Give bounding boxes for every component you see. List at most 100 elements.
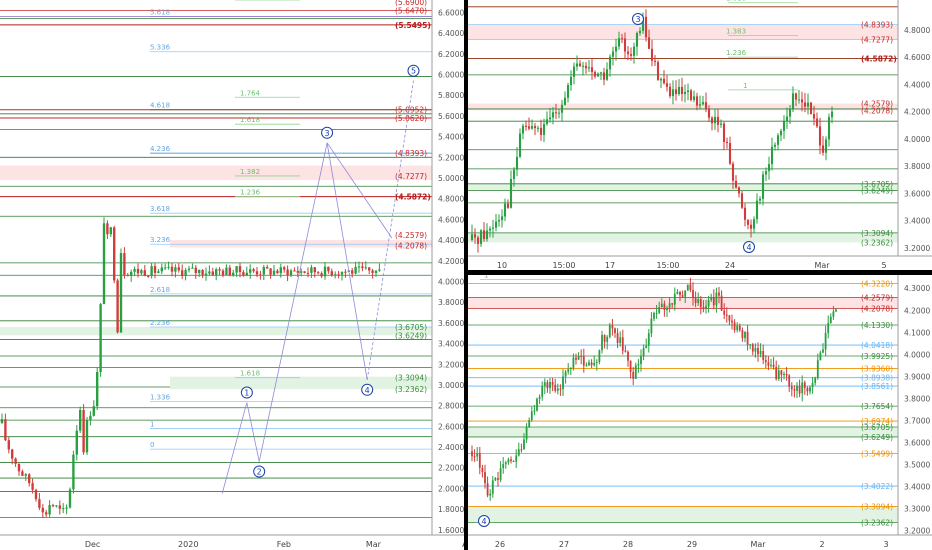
candle-body xyxy=(518,133,522,157)
candle-body xyxy=(621,337,624,351)
candle-body xyxy=(485,230,489,240)
price-level-label: (3.6705) xyxy=(861,423,893,432)
daily-chart-pane[interactable]: 3.3825.6185.3361.7644.6181.6184.2361.382… xyxy=(0,0,464,550)
candle-body xyxy=(593,362,596,366)
candle-body xyxy=(683,91,687,95)
price-tick-label: 4.6000 xyxy=(904,53,930,62)
candle-body xyxy=(697,298,700,303)
candle-body xyxy=(686,90,690,92)
candle-body xyxy=(563,97,567,105)
candle-body xyxy=(767,164,771,172)
candle-body xyxy=(694,298,697,303)
candle-body xyxy=(776,135,780,145)
price-level-label: (3.6249) xyxy=(861,187,893,196)
candle-body xyxy=(642,348,645,357)
candle-body xyxy=(512,460,515,462)
candle-body xyxy=(361,266,364,269)
candle-body xyxy=(779,130,783,136)
candle-body xyxy=(476,453,479,457)
candle-body xyxy=(660,303,663,308)
candle-body xyxy=(82,409,85,453)
candle-body xyxy=(702,307,705,309)
price-tick-label: 4.8000 xyxy=(904,26,930,35)
candle-body xyxy=(812,114,816,119)
candle-body xyxy=(494,221,498,228)
candle-body xyxy=(746,219,750,225)
candle-body xyxy=(218,269,221,271)
candle-body xyxy=(608,56,612,70)
candle-body xyxy=(221,270,225,275)
candle-body xyxy=(821,145,825,153)
candle-body xyxy=(184,270,187,277)
candle-body xyxy=(530,411,533,420)
hourly-chart-pane[interactable]: (4.3220) (4.2579) (4.2078) (4.1330) (4.0418)… xyxy=(468,275,932,550)
candle-body xyxy=(788,109,792,117)
candle-body xyxy=(279,267,282,274)
candle-body xyxy=(266,267,269,269)
candle-body xyxy=(92,406,95,416)
candle-body xyxy=(608,325,611,337)
candle-body xyxy=(515,455,518,462)
fib-level-label: 4.236 xyxy=(150,145,171,153)
price-tick-label: 2.6000 xyxy=(438,422,464,431)
candle-body xyxy=(755,200,759,220)
candle-body xyxy=(334,274,337,276)
candle-body xyxy=(228,267,231,276)
candle-body xyxy=(606,336,609,342)
candle-body xyxy=(296,271,299,273)
candle-body xyxy=(777,370,780,380)
price-level-label: (3.3094) xyxy=(861,503,893,512)
candle-body xyxy=(204,273,208,276)
time-tick-label: 15:00 xyxy=(656,261,679,270)
price-tick-label: 6.6000 xyxy=(438,8,464,17)
price-level-label: (3.8938) xyxy=(861,374,893,383)
daily-chart[interactable]: 3.3825.6185.3361.7644.6181.6184.2361.382… xyxy=(0,0,464,550)
four-hour-chart[interactable]: 1.618 1.383 1.236 1 (4.8393) (4.7277) (4.5872)… xyxy=(468,0,932,270)
candle-body xyxy=(354,266,357,274)
price-tick-label: 4.4000 xyxy=(904,80,930,89)
candle-body xyxy=(337,274,340,276)
candle-body xyxy=(659,78,663,81)
candle-body xyxy=(491,480,494,494)
fib-level-label: 5.618 xyxy=(150,9,170,17)
hourly-chart[interactable]: (4.3220) (4.2579) (4.2078) (4.1330) (4.0418)… xyxy=(468,275,932,550)
price-tick-label: 2.4000 xyxy=(438,443,464,452)
price-level-label: (4.2579) xyxy=(395,231,427,240)
candle-body xyxy=(232,272,235,276)
price-level-label: (3.6249) xyxy=(861,433,893,442)
price-tick-label: 3.2000 xyxy=(904,244,930,253)
candle-body xyxy=(546,382,549,389)
wave-label: 1 xyxy=(244,389,249,398)
candle-body xyxy=(830,111,834,118)
wave-marker xyxy=(632,13,644,25)
price-tick-label: 3.4000 xyxy=(904,217,930,226)
price-level-label: (5.0952) xyxy=(395,106,427,115)
candle-body xyxy=(759,350,762,355)
candle-body xyxy=(521,125,525,134)
candle-body xyxy=(160,267,163,272)
candle-body xyxy=(116,280,119,333)
candle-body xyxy=(484,472,486,484)
candle-body xyxy=(262,267,265,275)
candle-body xyxy=(238,266,242,273)
candle-body xyxy=(663,303,666,311)
candle-body xyxy=(524,125,528,127)
candle-body xyxy=(479,230,483,244)
price-tick-label: 6.0000 xyxy=(438,71,464,80)
candle-body xyxy=(692,96,696,100)
fib-level-label: 1 xyxy=(743,82,747,90)
support-zone xyxy=(468,232,898,243)
candle-body xyxy=(725,141,729,144)
candle-body xyxy=(806,388,809,392)
candle-body xyxy=(283,267,286,270)
candle-body xyxy=(58,505,61,509)
price-tick-label: 5.2000 xyxy=(438,153,464,162)
candle-body xyxy=(811,382,814,388)
candle-body xyxy=(371,270,374,273)
support-zone xyxy=(0,327,432,336)
candle-body xyxy=(757,347,759,355)
candle-body xyxy=(89,415,92,421)
candle-body xyxy=(181,270,184,277)
four-hour-chart-pane[interactable]: 1.618 1.383 1.236 1 (4.8393) (4.7277) (4.5872)… xyxy=(468,0,932,270)
wave-marker xyxy=(407,64,420,77)
